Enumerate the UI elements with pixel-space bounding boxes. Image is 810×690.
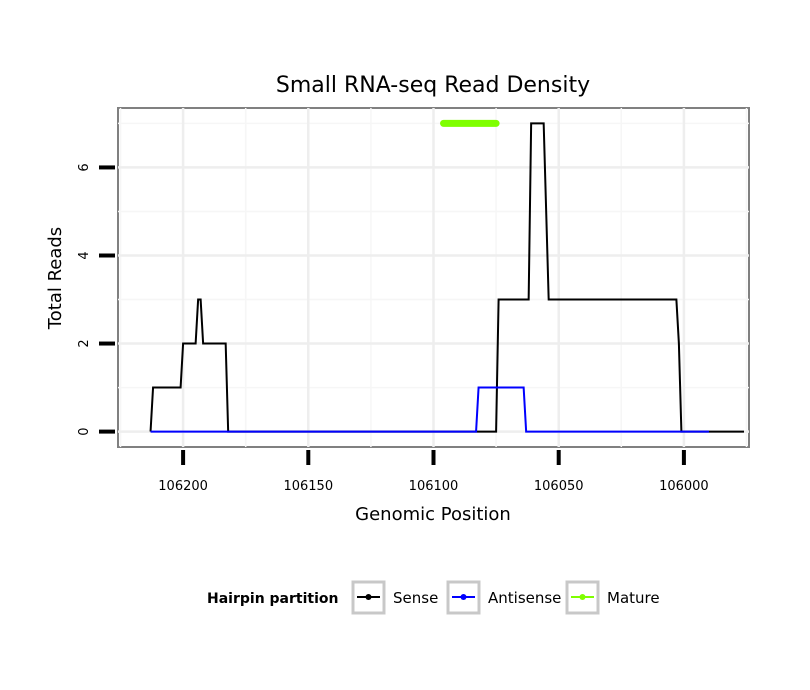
legend-item-antisense: Antisense xyxy=(446,580,561,615)
legend-title: Hairpin partition xyxy=(207,591,338,607)
series-line-sense xyxy=(149,122,744,433)
legend-label-mature: Mature xyxy=(607,589,660,607)
legend-item-mature: Mature xyxy=(565,580,660,615)
legend-point-mature xyxy=(579,594,586,600)
x-tick-label: 106050 xyxy=(534,479,584,494)
legend-point-sense xyxy=(365,594,372,600)
chart-title: Small RNA-seq Read Density xyxy=(276,73,590,98)
y-axis: 0 2 4 6 xyxy=(77,163,115,436)
x-tick-label: 106150 xyxy=(283,479,333,494)
legend-item-sense: Sense xyxy=(351,580,438,615)
y-axis-title: Total Reads xyxy=(45,227,66,330)
y-tick-label: 0 xyxy=(77,427,92,435)
x-axis: 106200 106150 106100 106050 106000 xyxy=(158,450,709,494)
legend: Hairpin partition Sense Antisense Mature xyxy=(207,580,660,615)
x-tick-label: 106200 xyxy=(158,479,208,494)
legend-label-sense: Sense xyxy=(393,589,438,607)
x-axis-title: Genomic Position xyxy=(355,504,511,525)
y-tick-label: 2 xyxy=(77,339,92,347)
x-tick-label: 106100 xyxy=(409,479,459,494)
legend-point-antisense xyxy=(460,594,467,600)
series-layer xyxy=(149,119,744,433)
y-tick-label: 6 xyxy=(77,163,92,171)
x-tick-label: 106000 xyxy=(659,479,709,494)
y-tick-label: 4 xyxy=(77,251,92,259)
legend-label-antisense: Antisense xyxy=(488,589,561,607)
series-line-antisense xyxy=(150,386,709,433)
